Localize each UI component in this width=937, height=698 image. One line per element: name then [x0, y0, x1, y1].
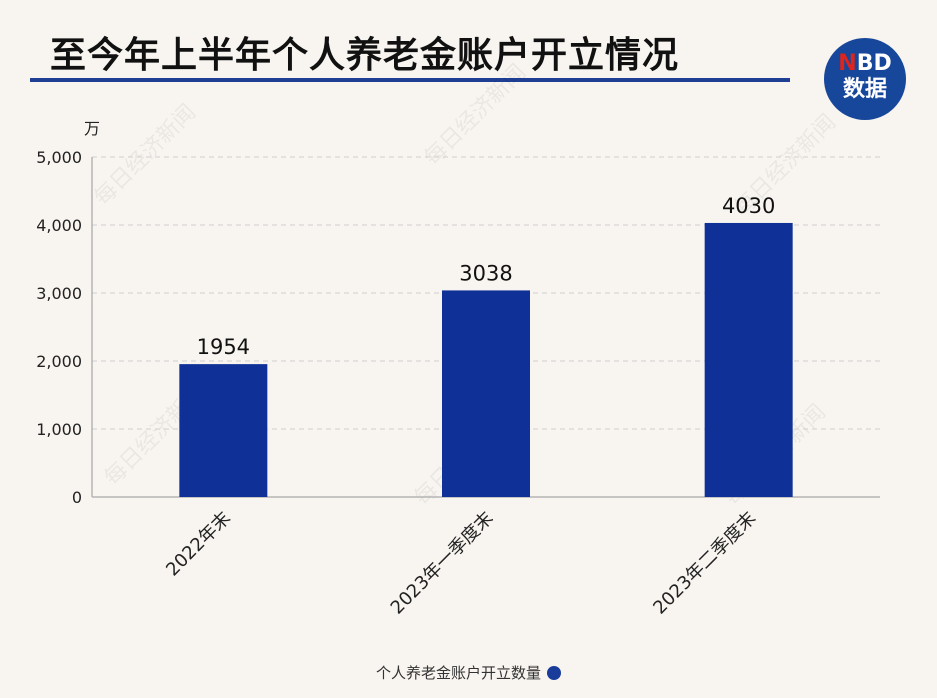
data-label: 3038 — [459, 261, 512, 285]
y-tick-label: 3,000 — [36, 284, 82, 303]
logo-label: 数据 — [842, 77, 887, 102]
bar — [442, 290, 530, 497]
y-tick-label: 1,000 — [36, 420, 82, 439]
watermark-text: 每日经济新闻 — [90, 100, 201, 211]
bar — [179, 364, 268, 497]
bar — [704, 222, 793, 497]
legend-label: 个人养老金账户开立数量 — [375, 664, 541, 682]
y-tick-label: 5,000 — [36, 148, 82, 167]
y-tick-label: 4,000 — [36, 216, 82, 235]
data-label: 4030 — [722, 194, 775, 218]
x-tick-label: 2023年一季度末 — [387, 508, 498, 619]
title-underline — [30, 78, 790, 82]
watermark-text: 每日经济新闻 — [420, 60, 531, 171]
legend-swatch — [547, 666, 561, 680]
bars — [179, 222, 793, 497]
y-tick-label: 0 — [72, 488, 82, 507]
chart-title: 至今年上半年个人养老金账户开立情况 — [50, 35, 680, 76]
logo-n: N — [838, 51, 857, 76]
x-tick-label: 2022年末 — [162, 508, 235, 581]
y-axis-ticks: 0 1,000 2,000 3,000 4,000 5,000 — [36, 148, 82, 507]
nbd-data-logo: NBD 数据 — [824, 38, 906, 120]
data-labels: 1954 3038 4030 — [197, 194, 776, 359]
logo-bd: BD — [856, 51, 892, 76]
x-axis-labels: 2022年末 2023年一季度末 2023年二季度末 — [162, 508, 760, 619]
legend: 个人养老金账户开立数量 — [0, 662, 937, 683]
y-axis-unit: 万 — [84, 119, 100, 138]
y-tick-label: 2,000 — [36, 352, 82, 371]
x-tick-label: 2023年二季度末 — [649, 508, 760, 619]
data-label: 1954 — [197, 335, 250, 359]
